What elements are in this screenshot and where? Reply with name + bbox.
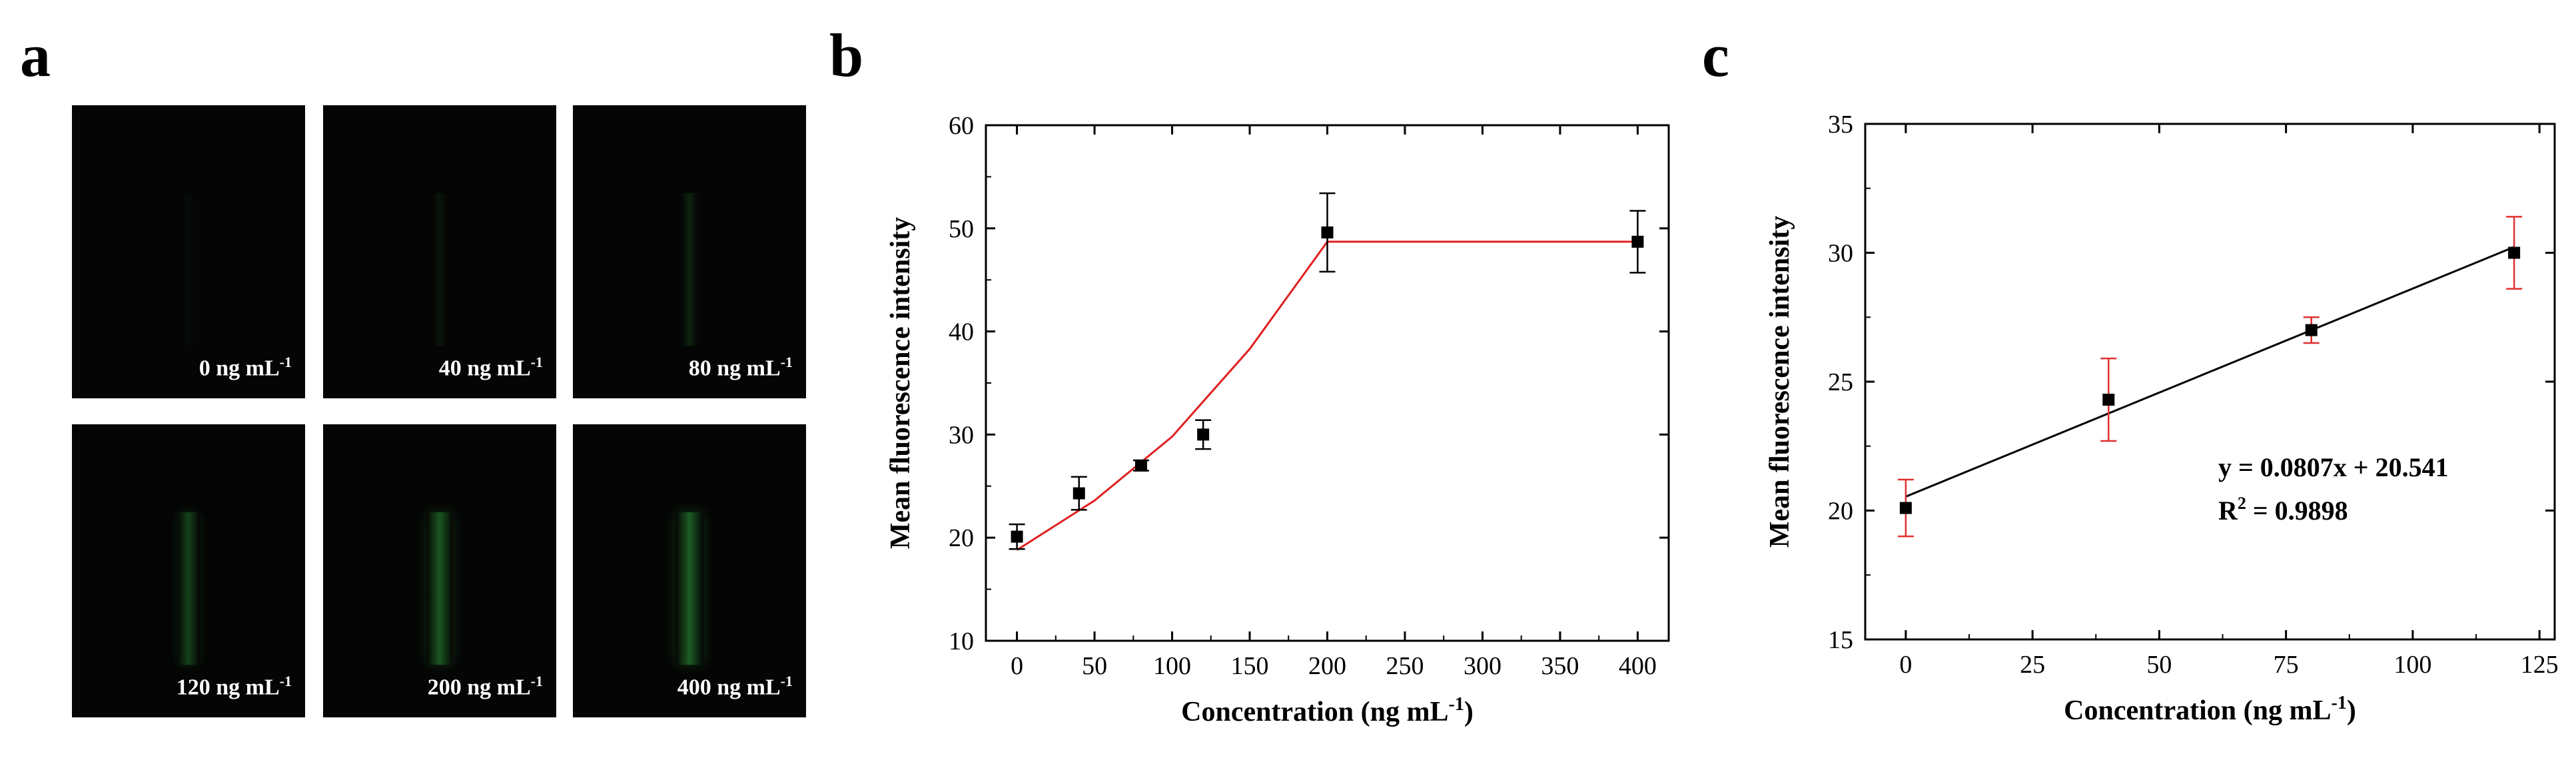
data-point bbox=[1197, 428, 1210, 441]
micrograph-1: 40 ng mL-1 bbox=[323, 105, 556, 398]
x-tick-label: 75 bbox=[2274, 651, 2299, 679]
micrograph-label-sup: -1 bbox=[279, 672, 292, 689]
x-tick-label: 25 bbox=[2020, 651, 2045, 679]
micrograph-label-text: 0 ng mL bbox=[199, 356, 280, 380]
fit-curve bbox=[1016, 240, 1638, 552]
data-point bbox=[1134, 459, 1147, 472]
x-tick-label: 250 bbox=[1386, 652, 1424, 680]
y-tick-label: 40 bbox=[949, 318, 974, 346]
fluorescence-band bbox=[432, 193, 447, 346]
micrograph-5: 400 ng mL-1 bbox=[573, 424, 806, 717]
micrograph-label-text: 120 ng mL bbox=[176, 675, 280, 699]
y-tick-label: 35 bbox=[1828, 111, 1853, 139]
y-axis-label: Mean fluorescence intensity bbox=[1765, 216, 1795, 548]
chart-b: 10 20 30 40 50 60 0 50 100 150 200 250 300 350 400 Conc… bbox=[885, 112, 1670, 727]
x-tick-label: 100 bbox=[2393, 651, 2431, 679]
micrograph-label: 40 ng mL-1 bbox=[439, 354, 543, 381]
y-tick-label: 50 bbox=[949, 215, 974, 243]
micrograph-label-sup: -1 bbox=[780, 672, 793, 689]
y-tick-label: 25 bbox=[1828, 368, 1853, 396]
r-squared: R2 = 0.9898 bbox=[2218, 494, 2348, 526]
micrograph-label-sup: -1 bbox=[279, 353, 292, 370]
fluorescence-band bbox=[183, 193, 195, 346]
x-tick-label: 350 bbox=[1541, 652, 1579, 680]
micrograph-label: 200 ng mL-1 bbox=[428, 673, 543, 700]
r-squared-value: = 0.9898 bbox=[2246, 496, 2348, 526]
y-tick-label: 20 bbox=[1828, 498, 1853, 526]
x-tick-label: 150 bbox=[1231, 652, 1269, 680]
x-axis-label-end: ) bbox=[1464, 697, 1474, 727]
micrograph-label: 400 ng mL-1 bbox=[677, 673, 793, 700]
x-axis-label-sup: -1 bbox=[1449, 694, 1464, 715]
r-squared-sup: 2 bbox=[2238, 494, 2246, 513]
x-tick-label: 50 bbox=[2146, 651, 2172, 679]
data-point bbox=[1073, 487, 1085, 500]
x-tick-label: 0 bbox=[1899, 651, 1912, 679]
fit-line bbox=[1905, 246, 2515, 498]
y-tick-label: 20 bbox=[949, 524, 974, 552]
micrograph-label-text: 80 ng mL bbox=[688, 356, 781, 380]
data-point bbox=[1321, 226, 1334, 238]
data-point bbox=[1631, 235, 1644, 248]
micrograph-label-sup: -1 bbox=[780, 353, 793, 370]
panel-letter-a: a bbox=[20, 21, 51, 89]
micrograph-label-text: 400 ng mL bbox=[677, 675, 781, 699]
y-axis-label: Mean fluorescence intensity bbox=[885, 217, 916, 549]
data-point bbox=[2508, 246, 2521, 259]
panel-letter-b: b bbox=[829, 21, 864, 89]
fluorescence-band bbox=[675, 512, 703, 665]
x-axis-label: Concentration (ng mL-1) bbox=[1181, 694, 1474, 727]
micrograph-4: 200 ng mL-1 bbox=[323, 424, 556, 717]
fit-equation: y = 0.0807x + 20.541 bbox=[2218, 452, 2449, 482]
panel-letter-c: c bbox=[1702, 21, 1729, 89]
micrograph-label: 80 ng mL-1 bbox=[689, 354, 793, 381]
x-axis-label-text: Concentration (ng mL bbox=[1181, 697, 1448, 727]
micrograph-3: 120 ng mL-1 bbox=[72, 424, 305, 717]
micrograph-0: 0 ng mL-1 bbox=[72, 105, 305, 398]
y-tick-label: 10 bbox=[949, 627, 974, 655]
fluorescence-band bbox=[177, 512, 200, 665]
x-tick-label: 100 bbox=[1153, 652, 1191, 680]
x-tick-label: 300 bbox=[1464, 652, 1502, 680]
micrograph-label-text: 200 ng mL bbox=[427, 675, 531, 699]
x-tick-label: 0 bbox=[1011, 652, 1023, 680]
micrograph-label: 120 ng mL-1 bbox=[177, 673, 292, 700]
x-axis-label-sup: -1 bbox=[2332, 693, 2347, 713]
data-point bbox=[2305, 324, 2318, 336]
micrograph-2: 80 ng mL-1 bbox=[573, 105, 806, 398]
micrograph-label-sup: -1 bbox=[530, 672, 543, 689]
micrograph-label-sup: -1 bbox=[530, 353, 543, 370]
x-tick-label: 400 bbox=[1619, 652, 1657, 680]
y-tick-label: 30 bbox=[1828, 240, 1853, 268]
data-point bbox=[2102, 394, 2115, 406]
x-tick-label: 200 bbox=[1308, 652, 1346, 680]
y-tick-label: 60 bbox=[949, 112, 974, 140]
plot-frame bbox=[1864, 123, 2556, 641]
r-squared-prefix: R bbox=[2218, 496, 2238, 526]
x-axis-label-end: ) bbox=[2347, 695, 2356, 726]
data-point bbox=[1011, 530, 1023, 543]
data-point bbox=[1899, 502, 1912, 514]
fluorescence-band bbox=[426, 512, 453, 665]
micrograph-label: 0 ng mL-1 bbox=[199, 354, 292, 381]
chart-c: 15 20 25 30 35 0 25 50 75 100 125 Concentration (ng… bbox=[1765, 111, 2559, 726]
y-tick-label: 15 bbox=[1828, 626, 1853, 654]
x-axis-label-text: Concentration (ng mL bbox=[2064, 695, 2331, 726]
x-tick-label: 125 bbox=[2521, 651, 2559, 679]
y-tick-label: 30 bbox=[949, 421, 974, 449]
x-axis-label: Concentration (ng mL-1) bbox=[2064, 693, 2356, 726]
fluorescence-band bbox=[681, 193, 698, 346]
x-tick-label: 50 bbox=[1082, 652, 1107, 680]
micrograph-label-text: 40 ng mL bbox=[438, 356, 531, 380]
